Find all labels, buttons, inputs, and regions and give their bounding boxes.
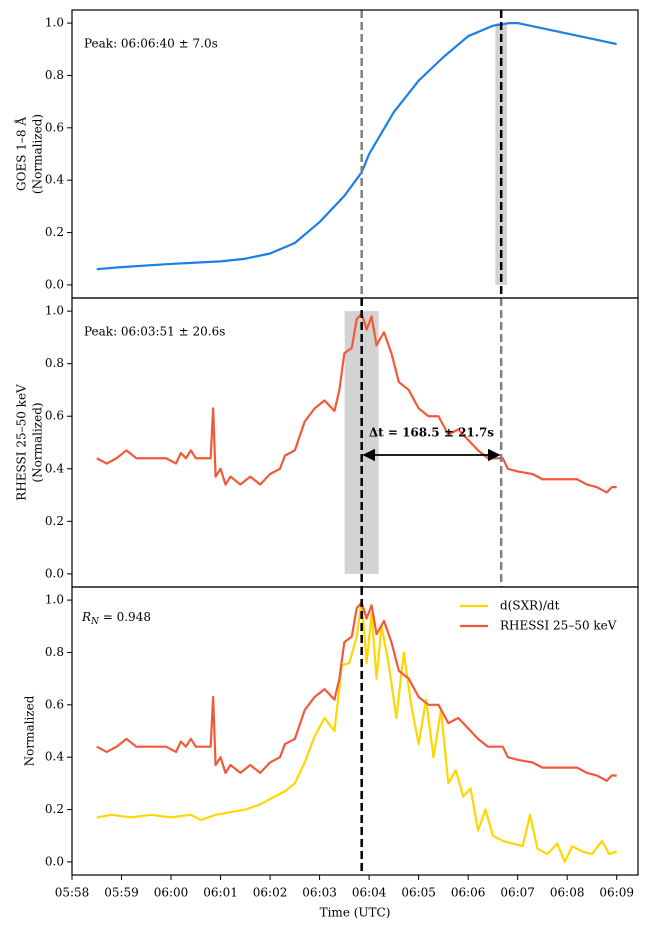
x-axis-label: Time (UTC)	[320, 906, 391, 920]
rn-value: = 0.948	[99, 610, 151, 624]
rn-symbol: R	[81, 610, 91, 624]
y-tick-label: 0.0	[45, 277, 64, 291]
y-tick-label: 0.8	[45, 356, 64, 370]
y-tick-label: 0.6	[45, 409, 64, 423]
x-tick-label: 06:07	[500, 886, 535, 900]
y-tick-label: 0.0	[45, 854, 64, 868]
x-tick-label: 06:04	[352, 886, 387, 900]
peak-annotation: Peak: 06:06:40 ± 7.0s	[84, 37, 218, 51]
x-tick-label: 06:06	[451, 886, 486, 900]
data-line	[96, 601, 617, 782]
x-tick-label: 06:09	[599, 886, 634, 900]
y-tick-label: 0.4	[45, 173, 64, 187]
y-axis-label: Normalized	[23, 695, 37, 766]
peak-annotation: Peak: 06:03:51 ± 20.6s	[84, 325, 225, 339]
x-tick-label: 06:08	[550, 886, 585, 900]
y-tick-label: 0.6	[45, 697, 64, 711]
y-tick-label: 0.8	[45, 645, 64, 659]
x-tick-label: 05:58	[55, 886, 90, 900]
y-tick-label: 0.4	[45, 461, 64, 475]
x-tick-label: 06:05	[401, 886, 436, 900]
data-line	[96, 598, 618, 864]
correlation-annotation: RN = 0.948	[81, 610, 151, 627]
panel-frame	[71, 9, 639, 299]
delta-annotation: Δt = 168.5 ± 21.7s	[369, 426, 494, 440]
y-axis-label: GOES 1–8 Å	[14, 117, 29, 191]
y-tick-label: 0.6	[45, 120, 64, 134]
y-axis-label: RHESSI 25–50 keV	[15, 384, 29, 501]
y-tick-label: 0.2	[45, 802, 64, 816]
y-tick-label: 0.2	[45, 514, 64, 528]
y-tick-label: 1.0	[45, 304, 64, 318]
y-tick-label: 0.2	[45, 225, 64, 239]
x-tick-label: 06:00	[154, 886, 189, 900]
legend-label: d(SXR)/dt	[500, 599, 560, 613]
data-line	[96, 21, 617, 271]
x-tick-label: 06:02	[253, 886, 288, 900]
y-tick-label: 0.4	[45, 750, 64, 764]
rn-subscript: N	[90, 617, 100, 627]
y-axis-label: (Normalized)	[31, 114, 45, 194]
y-tick-label: 1.0	[45, 16, 64, 30]
y-axis-label: (Normalized)	[31, 402, 45, 482]
x-tick-label: 05:59	[104, 886, 139, 900]
y-tick-label: 1.0	[45, 593, 64, 607]
panel-frame	[71, 586, 639, 876]
x-tick-label: 06:03	[302, 886, 337, 900]
legend-label: RHESSI 25–50 keV	[500, 619, 617, 633]
y-tick-label: 0.8	[45, 68, 64, 82]
data-line	[96, 312, 617, 494]
x-tick-label: 06:01	[203, 886, 238, 900]
y-tick-label: 0.0	[45, 566, 64, 580]
